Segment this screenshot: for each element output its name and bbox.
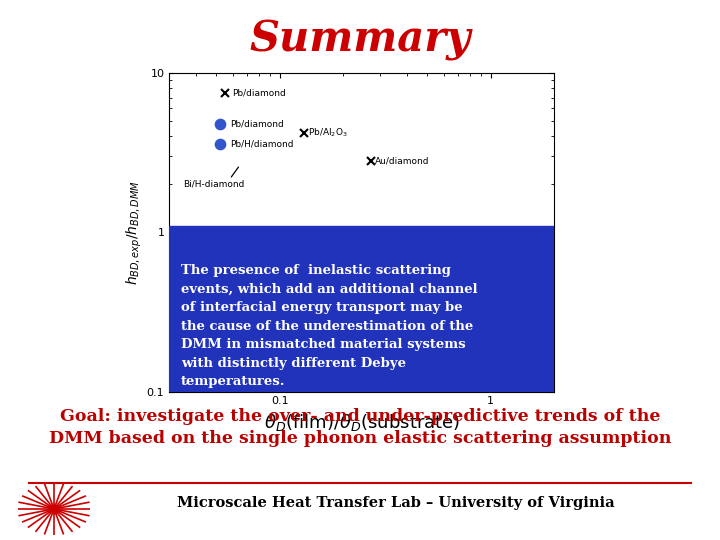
Text: Microscale Heat Transfer Lab – University of Virginia: Microscale Heat Transfer Lab – Universit… bbox=[177, 496, 615, 510]
Text: Au/Si: Au/Si bbox=[476, 295, 499, 303]
Text: Pb/diamond: Pb/diamond bbox=[232, 89, 286, 97]
Text: Au/diamond: Au/diamond bbox=[375, 157, 430, 165]
Text: Bi/H-diamond: Bi/H-diamond bbox=[184, 180, 245, 189]
Y-axis label: $h_{BD,exp}/h_{BD,DMM}$: $h_{BD,exp}/h_{BD,DMM}$ bbox=[125, 180, 144, 285]
X-axis label: $\theta_D$(film)/$\theta_D$(substrate): $\theta_D$(film)/$\theta_D$(substrate) bbox=[264, 412, 460, 433]
Text: Goal: investigate the over- and under-predictive trends of the
DMM based on the : Goal: investigate the over- and under-pr… bbox=[49, 408, 671, 447]
Text: Pb/Al$_2$O$_3$: Pb/Al$_2$O$_3$ bbox=[308, 127, 348, 139]
FancyBboxPatch shape bbox=[169, 226, 554, 392]
Point bbox=[214, 119, 225, 128]
Text: Pb/diamond: Pb/diamond bbox=[230, 119, 284, 128]
Text: Summary: Summary bbox=[249, 19, 471, 61]
Text: The presence of  inelastic scattering
events, which add an additional channel
of: The presence of inelastic scattering eve… bbox=[181, 264, 477, 388]
Point bbox=[214, 139, 225, 148]
Text: Au/Si: Au/Si bbox=[519, 295, 543, 303]
Text: Pb/H/diamond: Pb/H/diamond bbox=[230, 139, 294, 148]
